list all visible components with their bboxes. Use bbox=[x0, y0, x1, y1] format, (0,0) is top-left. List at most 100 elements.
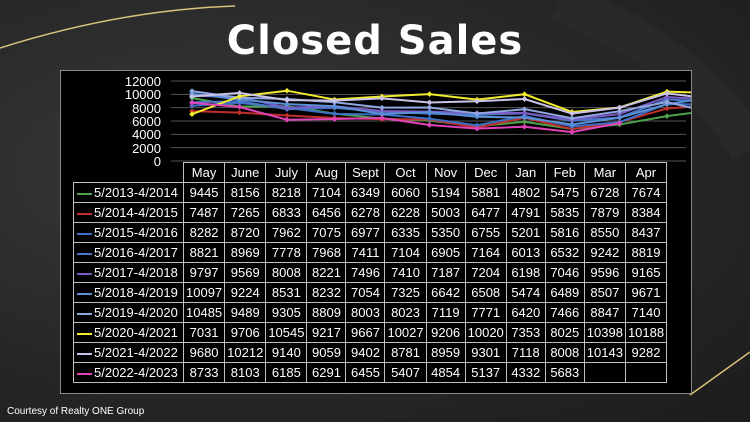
category-label: May bbox=[182, 162, 226, 183]
table-row: 5/2019-4/2020 10485 9489 9305 8809 8003 8023 71… bbox=[73, 302, 668, 323]
category-label: July bbox=[265, 162, 308, 183]
data-value-cell: 6060 bbox=[384, 182, 427, 203]
data-value-cell: 9242 bbox=[583, 242, 626, 263]
data-value-cell: 7046 bbox=[544, 262, 585, 283]
data-value-cell: 7118 bbox=[505, 342, 546, 363]
series-label: 5/2017-4/2018 bbox=[73, 262, 184, 283]
data-value-cell: 9797 bbox=[182, 262, 226, 283]
y-tick-label: 0 bbox=[153, 154, 161, 169]
data-value-cell: 8959 bbox=[425, 342, 466, 363]
data-point-marker bbox=[284, 87, 290, 94]
data-value-cell: 7119 bbox=[425, 302, 466, 323]
data-value-cell: 7164 bbox=[464, 242, 507, 263]
data-value-cell: 8232 bbox=[306, 282, 347, 303]
data-value-cell: 6489 bbox=[544, 282, 585, 303]
data-value-cell: 7496 bbox=[345, 262, 386, 283]
data-point-marker bbox=[664, 90, 670, 97]
data-value-cell: 6508 bbox=[464, 282, 507, 303]
data-point-marker bbox=[569, 121, 575, 128]
series-name: 5/2017-4/2018 bbox=[94, 265, 178, 280]
data-table: May June July Aug Sept Oct Nov Dec Jan Feb Mar Apr … bbox=[73, 162, 668, 383]
data-value-cell: 5350 bbox=[425, 222, 466, 243]
data-point-marker bbox=[664, 113, 670, 119]
series-line-9 bbox=[191, 91, 691, 115]
data-value-cell: 5475 bbox=[544, 182, 585, 203]
data-point-marker bbox=[521, 118, 528, 125]
table-row: 5/2015-4/2016 8282 8720 7962 7075 6977 6335 535… bbox=[73, 222, 668, 243]
data-value-cell: 7140 bbox=[624, 302, 668, 323]
data-value-cell: 7962 bbox=[265, 222, 308, 243]
data-value-cell: 10188 bbox=[624, 322, 668, 343]
data-value-cell: 7771 bbox=[464, 302, 507, 323]
data-value-cell: 9445 bbox=[182, 182, 226, 203]
y-tick-label: 10000 bbox=[124, 87, 161, 103]
data-value-cell: 6755 bbox=[464, 222, 507, 243]
data-value-cell: 8720 bbox=[224, 222, 267, 243]
series-label: 5/2015-4/2016 bbox=[73, 222, 184, 243]
series-name: 5/2015-4/2016 bbox=[94, 225, 178, 240]
data-value-cell: 8507 bbox=[583, 282, 626, 303]
credit-text: Courtesy of Realty ONE Group bbox=[7, 406, 145, 417]
data-point-marker bbox=[284, 112, 290, 119]
data-point-marker bbox=[236, 109, 243, 116]
data-value-cell: 7487 bbox=[182, 202, 226, 223]
data-value-cell: 7187 bbox=[425, 262, 466, 283]
data-value-cell: 10212 bbox=[224, 342, 267, 363]
series-line-10 bbox=[191, 101, 620, 134]
data-value-cell: 5201 bbox=[505, 222, 546, 243]
data-value-cell: 9569 bbox=[224, 262, 267, 283]
data-value-cell: 9206 bbox=[425, 322, 466, 343]
data-value-cell: 8384 bbox=[624, 202, 668, 223]
series-name: 5/2020-4/2021 bbox=[94, 325, 178, 340]
data-value-cell: 7265 bbox=[224, 202, 267, 223]
data-value-cell: 6456 bbox=[306, 202, 347, 223]
data-value-cell: 8809 bbox=[306, 302, 347, 323]
data-value-cell: 9667 bbox=[345, 322, 386, 343]
data-value-cell: 7325 bbox=[384, 282, 427, 303]
data-value-cell: 8969 bbox=[224, 242, 267, 263]
data-value-cell: 5474 bbox=[505, 282, 546, 303]
data-value-cell: 9224 bbox=[224, 282, 267, 303]
data-value-cell: 9671 bbox=[624, 282, 668, 303]
data-point-marker bbox=[426, 99, 433, 106]
series-name: 5/2018-4/2019 bbox=[94, 285, 178, 300]
data-value-cell: 6728 bbox=[583, 182, 626, 203]
table-row: 5/2021-4/2022 9680 10212 9140 9059 9402 8781 89… bbox=[73, 342, 668, 363]
table-row: 5/2018-4/2019 10097 9224 8531 8232 7054 7325 66… bbox=[73, 282, 668, 303]
data-point-marker bbox=[189, 108, 195, 114]
y-tick-label: 12000 bbox=[124, 74, 161, 89]
legend-key bbox=[77, 352, 92, 355]
data-point-marker bbox=[569, 129, 575, 135]
data-point-marker bbox=[426, 104, 433, 111]
data-value-cell: 6228 bbox=[384, 202, 427, 223]
series-label: 5/2016-4/2017 bbox=[73, 242, 184, 263]
table-row: 5/2016-4/2017 8821 8969 7778 7968 7411 7104 690… bbox=[73, 242, 668, 263]
data-value-cell: 7353 bbox=[505, 322, 546, 343]
data-value-cell: 6198 bbox=[505, 262, 546, 283]
data-value-cell: 7778 bbox=[265, 242, 308, 263]
data-value-cell: 4854 bbox=[425, 362, 466, 383]
data-value-cell: 6642 bbox=[425, 282, 466, 303]
data-point-marker bbox=[569, 110, 575, 117]
data-value-cell: 8218 bbox=[265, 182, 308, 203]
data-point-marker bbox=[426, 115, 433, 122]
data-value-cell: 8821 bbox=[182, 242, 226, 263]
data-point-marker bbox=[616, 120, 623, 126]
table-body: 5/2013-4/2014 9445 8156 8218 7104 6349 6060 519… bbox=[73, 182, 668, 383]
data-value-cell: 5137 bbox=[464, 362, 507, 383]
series-name: 5/2022-4/2023 bbox=[94, 365, 178, 380]
data-value-cell: 8550 bbox=[583, 222, 626, 243]
category-label: Feb bbox=[544, 162, 585, 183]
data-value-cell: 9217 bbox=[306, 322, 347, 343]
series-line-5 bbox=[191, 94, 691, 121]
data-point-marker bbox=[284, 101, 290, 107]
data-value-cell: 4332 bbox=[505, 362, 546, 383]
table-corner bbox=[74, 163, 184, 183]
data-value-cell: 6477 bbox=[464, 202, 507, 223]
data-value-cell: 6905 bbox=[425, 242, 466, 263]
y-tick-label: 2000 bbox=[132, 140, 161, 156]
data-value-cell: 8781 bbox=[384, 342, 427, 363]
data-point-marker bbox=[236, 104, 243, 110]
data-point-marker bbox=[521, 123, 528, 130]
data-value-cell bbox=[583, 362, 626, 383]
